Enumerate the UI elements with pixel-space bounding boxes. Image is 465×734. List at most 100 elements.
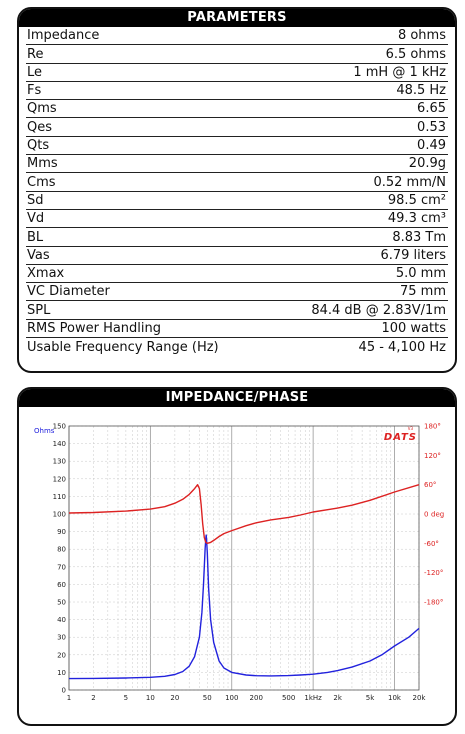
impedance-phase-panel: IMPEDANCE/PHASE 0 10 20 30 40 50 60 70 80 90 100 11… (17, 387, 457, 726)
param-label: Sd (27, 192, 44, 208)
param-row: BL 8.83 Tm (26, 228, 448, 247)
param-label: Qes (27, 119, 53, 135)
param-row: RMS Power Handling 100 watts (26, 320, 448, 339)
x-tick-label: 10 (146, 694, 155, 702)
impedance-phase-chart: 0102030405060708090100110120130140150Ohm… (34, 423, 444, 703)
param-value: 1 mH @ 1 kHz (353, 64, 446, 80)
param-row: Qms 6.65 (26, 100, 448, 119)
param-row: VC Diameter 75 mm (26, 283, 448, 302)
x-tick-label: 1 (67, 694, 71, 702)
param-row: Xmax 5.0 mm (26, 265, 448, 284)
x-tick-label: 1kHz (304, 694, 322, 702)
param-value: 45 - 4,100 Hz (358, 340, 446, 356)
param-value: 5.0 mm (395, 266, 446, 282)
param-label: RMS Power Handling (27, 321, 162, 337)
y-left-tick-label: 120 (53, 475, 66, 483)
param-value: 0.49 (417, 138, 446, 154)
param-value: 6.65 (417, 101, 446, 117)
param-label: Re (27, 46, 44, 62)
param-label: Usable Frequency Range (Hz) (27, 340, 219, 356)
param-row: Impedance 8 ohms (26, 27, 448, 46)
dats-logo-version: V3 (408, 426, 414, 431)
param-value: 6.79 liters (380, 247, 446, 263)
y-right-unit-label: deg (431, 511, 444, 519)
param-row: Qts 0.49 (26, 137, 448, 156)
param-value: 75 mm (399, 284, 446, 300)
y-left-tick-label: 40 (57, 616, 66, 624)
param-row: Fs 48.5 Hz (26, 82, 448, 101)
y-left-tick-label: 80 (57, 546, 66, 554)
param-value: 0.53 (417, 119, 446, 135)
impedance-phase-title: IMPEDANCE/PHASE (19, 389, 455, 407)
x-tick-label: 5k (366, 694, 375, 702)
param-row: Sd 98.5 cm² (26, 192, 448, 210)
y-left-tick-label: 150 (53, 423, 66, 431)
param-row: SPL 84.4 dB @ 2.83V/1m (26, 301, 448, 320)
param-row: Mms 20.9g (26, 155, 448, 174)
y-right-tick-label: 120° (424, 452, 441, 460)
param-value: 49.3 cm³ (387, 211, 446, 227)
param-label: VC Diameter (27, 284, 110, 300)
dats-logo: DATS (384, 432, 417, 443)
param-label: Qms (27, 101, 57, 117)
y-right-tick-label: 180° (424, 423, 441, 431)
param-label: Cms (27, 174, 56, 190)
param-label: Fs (27, 83, 42, 99)
x-tick-label: 10k (388, 694, 402, 702)
param-label: Vd (27, 211, 45, 227)
y-right-tick-label: -60° (424, 540, 439, 548)
param-value: 84.4 dB @ 2.83V/1m (311, 302, 446, 318)
y-left-tick-label: 130 (53, 458, 66, 466)
y-left-tick-label: 100 (53, 511, 66, 519)
y-right-tick-label: -180° (424, 599, 443, 607)
y-left-tick-label: 140 (53, 440, 66, 448)
param-row: Usable Frequency Range (Hz) 45 - 4,100 Hz (26, 338, 448, 356)
x-tick-label: 100 (225, 694, 238, 702)
y-left-tick-label: 110 (53, 493, 66, 501)
param-label: Vas (27, 247, 50, 263)
param-value: 98.5 cm² (387, 192, 446, 208)
y-left-tick-label: 30 (57, 634, 66, 642)
x-tick-label: 200 (250, 694, 263, 702)
y-left-tick-label: 0 (62, 687, 66, 695)
x-tick-label: 500 (282, 694, 295, 702)
param-label: Impedance (27, 28, 100, 44)
y-left-tick-label: 90 (57, 528, 66, 536)
y-left-tick-label: 70 (57, 563, 66, 571)
param-row: Le 1 mH @ 1 kHz (26, 64, 448, 82)
param-label: Xmax (27, 266, 65, 282)
param-label: SPL (27, 302, 51, 318)
param-label: Qts (27, 138, 50, 154)
y-right-tick-label: -120° (424, 569, 443, 577)
parameters-table: Impedance 8 ohms Re 6.5 ohms Le 1 mH @ 1 kHz F… (19, 27, 455, 356)
x-tick-label: 20 (170, 694, 179, 702)
parameters-panel: PARAMETERS Impedance 8 ohms Re 6.5 ohms Le 1 … (17, 7, 457, 373)
y-left-tick-label: 20 (57, 651, 66, 659)
y-left-tick-label: 60 (57, 581, 66, 589)
impedance-curve (68, 534, 420, 680)
y-left-tick-label: 50 (57, 599, 66, 607)
x-tick-label: 50 (203, 694, 212, 702)
param-row: Re 6.5 ohms (26, 45, 448, 64)
param-value: 100 watts (381, 321, 446, 337)
x-tick-label: 2k (333, 694, 342, 702)
x-tick-label: 2 (91, 694, 95, 702)
param-value: 8.83 Tm (392, 229, 446, 245)
y-right-tick-label: 0 (424, 511, 428, 519)
plot-area (69, 426, 419, 690)
x-tick-label: 5 (124, 694, 128, 702)
param-row: Vd 49.3 cm³ (26, 210, 448, 229)
param-value: 6.5 ohms (385, 46, 446, 62)
param-row: Cms 0.52 mm/N (26, 173, 448, 192)
param-value: 0.52 mm/N (373, 174, 446, 190)
param-row: Qes 0.53 (26, 118, 448, 137)
param-label: Le (27, 64, 43, 80)
param-value: 48.5 Hz (396, 83, 446, 99)
param-label: BL (27, 229, 44, 245)
param-value: 20.9g (408, 156, 446, 172)
param-row: Vas 6.79 liters (26, 247, 448, 265)
y-left-unit-label: Ohms (34, 427, 55, 435)
parameters-title: PARAMETERS (19, 9, 455, 27)
param-label: Mms (27, 156, 58, 172)
param-value: 8 ohms (397, 28, 446, 44)
